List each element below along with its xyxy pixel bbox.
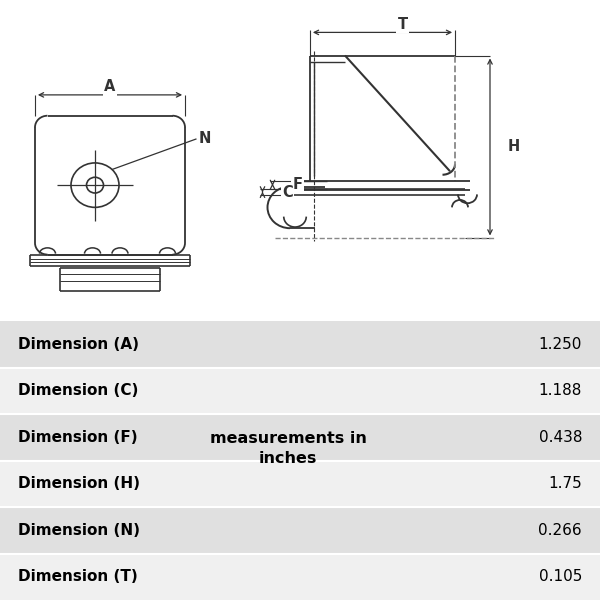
FancyBboxPatch shape	[0, 507, 600, 553]
Text: 0.266: 0.266	[538, 523, 582, 538]
Text: A: A	[104, 79, 116, 94]
Text: 1.250: 1.250	[539, 337, 582, 352]
Text: Dimension (H): Dimension (H)	[18, 476, 140, 491]
Text: Dimension (C): Dimension (C)	[18, 383, 139, 398]
Text: measurements in
inches: measurements in inches	[209, 431, 367, 466]
Text: 1.75: 1.75	[548, 476, 582, 491]
Text: 0.438: 0.438	[539, 430, 582, 445]
FancyBboxPatch shape	[0, 321, 600, 367]
Text: C: C	[282, 185, 293, 200]
Text: N: N	[199, 131, 211, 146]
Text: Dimension (A): Dimension (A)	[18, 337, 139, 352]
Text: T: T	[397, 17, 407, 32]
Text: 0.105: 0.105	[539, 569, 582, 584]
FancyBboxPatch shape	[0, 461, 600, 507]
FancyBboxPatch shape	[0, 367, 600, 414]
Text: 1.188: 1.188	[539, 383, 582, 398]
Text: Dimension (N): Dimension (N)	[18, 523, 140, 538]
Text: Dimension (F): Dimension (F)	[18, 430, 137, 445]
Text: H: H	[508, 139, 520, 154]
FancyBboxPatch shape	[0, 414, 600, 461]
Text: F: F	[293, 177, 302, 192]
FancyBboxPatch shape	[0, 553, 600, 600]
Text: Dimension (T): Dimension (T)	[18, 569, 138, 584]
